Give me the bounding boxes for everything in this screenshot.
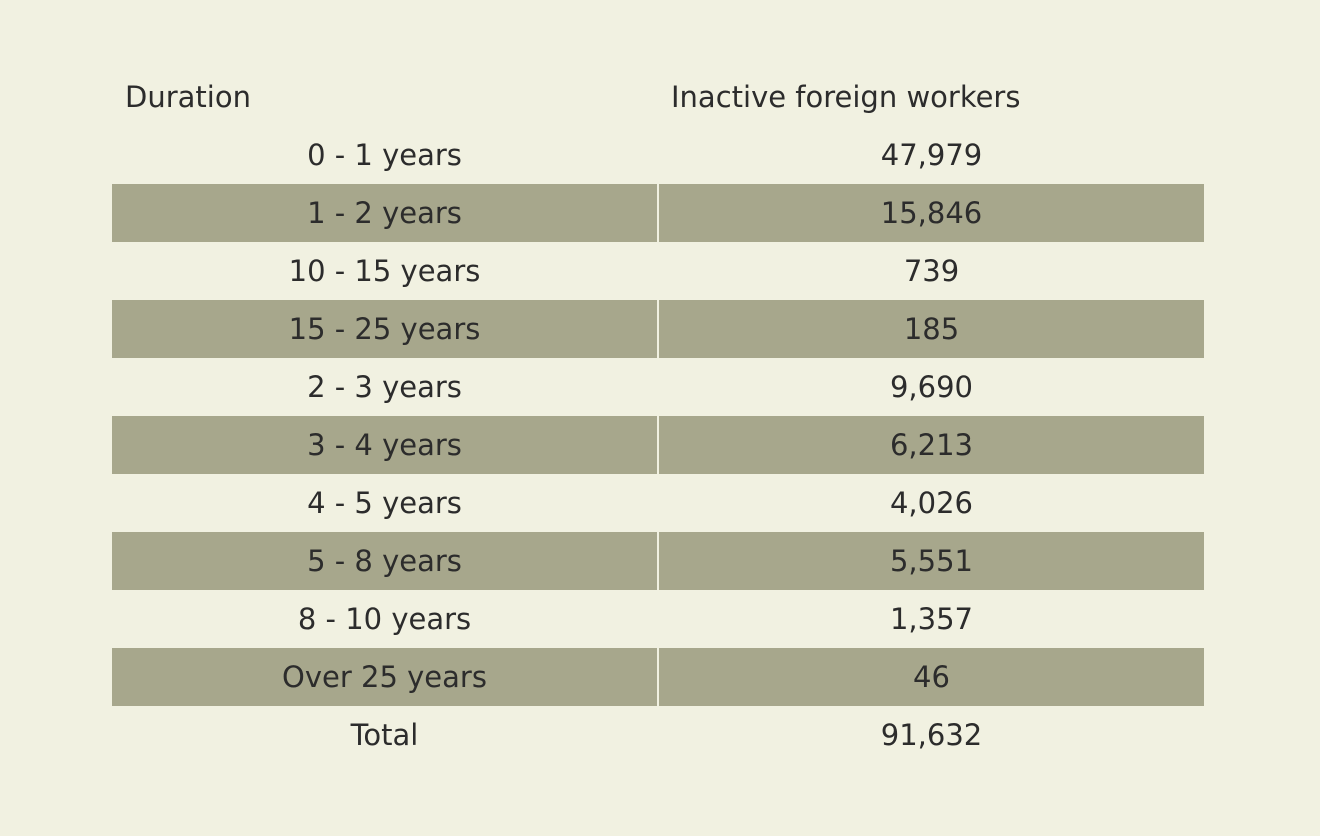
table-row: 10 - 15 years 739 bbox=[112, 242, 1204, 300]
table-body: 0 - 1 years 47,979 1 - 2 years 15,846 10… bbox=[112, 126, 1204, 764]
value-cell: 1,357 bbox=[889, 602, 974, 636]
value-cell: 185 bbox=[659, 300, 1204, 358]
table-row: 4 - 5 years 4,026 bbox=[112, 474, 1204, 532]
duration-cell: 8 - 10 years bbox=[297, 602, 472, 636]
value-cell: 4,026 bbox=[889, 486, 974, 520]
table-row-total: Total 91,632 bbox=[112, 706, 1204, 764]
header-inactive-foreign-workers: Inactive foreign workers bbox=[671, 80, 1021, 114]
header-duration: Duration bbox=[125, 80, 251, 114]
value-cell: 47,979 bbox=[880, 138, 983, 172]
table-row: 2 - 3 years 9,690 bbox=[112, 358, 1204, 416]
table-header: Duration Inactive foreign workers bbox=[112, 68, 1204, 126]
value-cell: 739 bbox=[903, 254, 960, 288]
table-row: 1 - 2 years 15,846 bbox=[112, 184, 1204, 242]
duration-cell: 3 - 4 years bbox=[112, 416, 659, 474]
table-row: 15 - 25 years 185 bbox=[112, 300, 1204, 358]
duration-cell: 1 - 2 years bbox=[112, 184, 659, 242]
table-row: 0 - 1 years 47,979 bbox=[112, 126, 1204, 184]
value-cell: 46 bbox=[659, 648, 1204, 706]
table-row: Over 25 years 46 bbox=[112, 648, 1204, 706]
duration-cell: 4 - 5 years bbox=[307, 486, 462, 520]
duration-cell-total: Total bbox=[350, 718, 419, 752]
duration-cell: 5 - 8 years bbox=[112, 532, 659, 590]
duration-cell: 15 - 25 years bbox=[112, 300, 659, 358]
table-row: 5 - 8 years 5,551 bbox=[112, 532, 1204, 590]
duration-cell: 2 - 3 years bbox=[307, 370, 462, 404]
duration-cell: 10 - 15 years bbox=[288, 254, 481, 288]
duration-cell: 0 - 1 years bbox=[307, 138, 462, 172]
value-cell: 5,551 bbox=[659, 532, 1204, 590]
value-cell: 15,846 bbox=[659, 184, 1204, 242]
value-cell: 9,690 bbox=[889, 370, 974, 404]
table-row: 3 - 4 years 6,213 bbox=[112, 416, 1204, 474]
duration-cell: Over 25 years bbox=[112, 648, 659, 706]
duration-table: Duration Inactive foreign workers 0 - 1 … bbox=[112, 68, 1204, 764]
table-row: 8 - 10 years 1,357 bbox=[112, 590, 1204, 648]
value-cell-total: 91,632 bbox=[880, 718, 983, 752]
value-cell: 6,213 bbox=[659, 416, 1204, 474]
